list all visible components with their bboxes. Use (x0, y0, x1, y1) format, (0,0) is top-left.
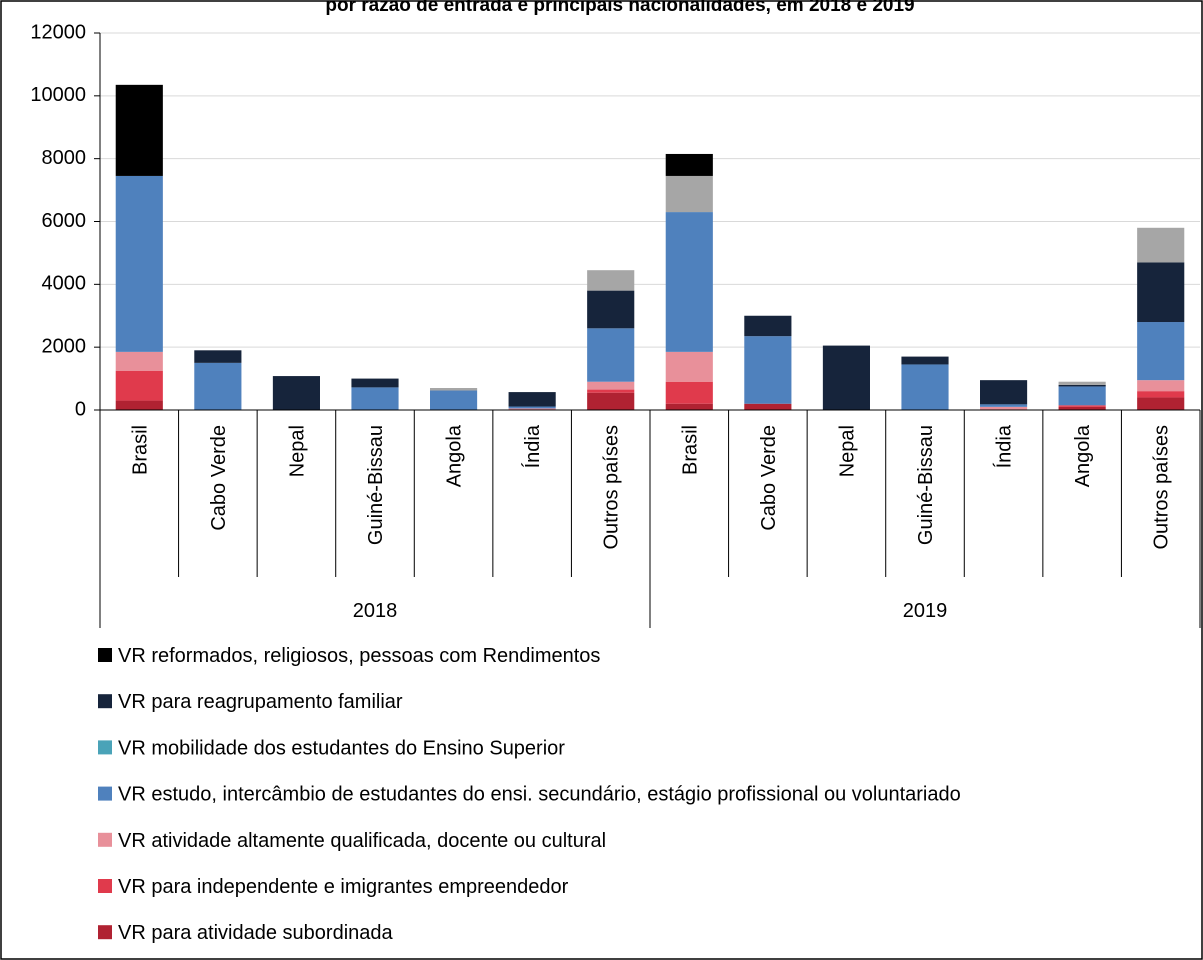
legend-swatch (98, 786, 112, 801)
bar-segment (194, 350, 242, 363)
bar-segment (665, 403, 713, 410)
bar-segment (1137, 227, 1185, 263)
legend-swatch (98, 832, 112, 847)
y-tick-label: 12000 (30, 21, 86, 43)
y-tick-label: 8000 (42, 147, 87, 169)
x-tick-label: Brasil (129, 425, 151, 475)
x-tick-label: Angola (1072, 424, 1094, 487)
bar-segment (665, 212, 713, 352)
bar-segment (665, 175, 713, 213)
legend-swatch (98, 740, 112, 755)
legend-swatch (98, 925, 112, 940)
bar-segment (980, 404, 1028, 407)
bar-segment (272, 376, 320, 410)
legend-label: VR atividade altamente qualificada, doce… (118, 830, 606, 852)
x-tick-label: Nepal (836, 425, 858, 477)
bar-segment (980, 380, 1028, 405)
y-tick-label: 4000 (42, 273, 87, 295)
group-label: 2018 (353, 600, 398, 622)
bar-segment (115, 175, 163, 352)
bar-segment (587, 389, 635, 393)
bar-segment (508, 392, 556, 407)
bar-segment (430, 388, 478, 391)
x-tick-label: Índia (521, 424, 544, 468)
legend-label: VR para reagrupamento familiar (118, 691, 403, 713)
bar-segment (587, 290, 635, 329)
legend-label: VR estudo, intercâmbio de estudantes do … (118, 784, 961, 806)
bar-segment (1058, 384, 1106, 387)
bar-segment (1058, 406, 1106, 410)
bar-segment (587, 328, 635, 382)
legend-label: VR para independente e imigrantes empree… (118, 876, 569, 898)
bar-segment (1058, 381, 1106, 385)
y-tick-label: 0 (75, 398, 86, 420)
x-tick-label: Índia (993, 424, 1016, 468)
bar-segment (822, 345, 870, 410)
chart-title: por razão de entrada e principais nacion… (325, 0, 914, 16)
x-tick-label: Guiné-Bissau (915, 425, 937, 545)
bar-segment (508, 408, 556, 410)
y-tick-label: 2000 (42, 335, 87, 357)
bar-segment (665, 153, 713, 176)
bar-segment (194, 362, 242, 410)
bar-segment (587, 381, 635, 390)
bar-segment (1137, 380, 1185, 392)
group-label: 2019 (903, 600, 948, 622)
x-tick-label: Cabo Verde (758, 425, 780, 531)
legend-label: VR reformados, religiosos, pessoas com R… (118, 645, 600, 667)
x-tick-label: Outros países (601, 425, 623, 550)
legend-swatch (98, 648, 112, 662)
bar-segment (351, 387, 399, 410)
y-tick-label: 6000 (42, 210, 87, 232)
bar-segment (430, 390, 478, 410)
bar-segment (665, 351, 713, 382)
bar-segment (115, 400, 163, 410)
bar-segment (901, 356, 949, 365)
bar-segment (351, 378, 399, 388)
bar-segment (1137, 262, 1185, 323)
x-tick-label: Angola (444, 424, 466, 487)
x-tick-label: Nepal (286, 425, 308, 477)
y-tick-label: 10000 (30, 84, 86, 106)
bar-segment (1058, 386, 1106, 406)
bar-segment (901, 364, 949, 410)
bar-segment (744, 336, 792, 404)
bar-segment (115, 351, 163, 371)
bar-segment (744, 315, 792, 337)
bar-segment (115, 370, 163, 401)
bar-segment (1137, 391, 1185, 398)
bar-segment (665, 381, 713, 404)
bar-segment (587, 270, 635, 291)
x-tick-label: Outros países (1151, 425, 1173, 550)
legend-label: VR para atividade subordinada (118, 922, 394, 944)
bar-segment (587, 392, 635, 410)
bar-segment (980, 406, 1028, 410)
bar-segment (115, 84, 163, 176)
x-tick-label: Guiné-Bissau (365, 425, 387, 545)
x-tick-label: Brasil (679, 425, 701, 475)
bar-segment (1058, 405, 1106, 407)
x-tick-label: Cabo Verde (208, 425, 230, 531)
legend-swatch (98, 694, 112, 709)
bar-segment (508, 406, 556, 409)
bar-segment (1137, 397, 1185, 410)
legend-label: VR mobilidade dos estudantes do Ensino S… (118, 737, 565, 759)
legend-swatch (98, 879, 112, 893)
bar-segment (1137, 322, 1185, 381)
bar-segment (744, 403, 792, 410)
